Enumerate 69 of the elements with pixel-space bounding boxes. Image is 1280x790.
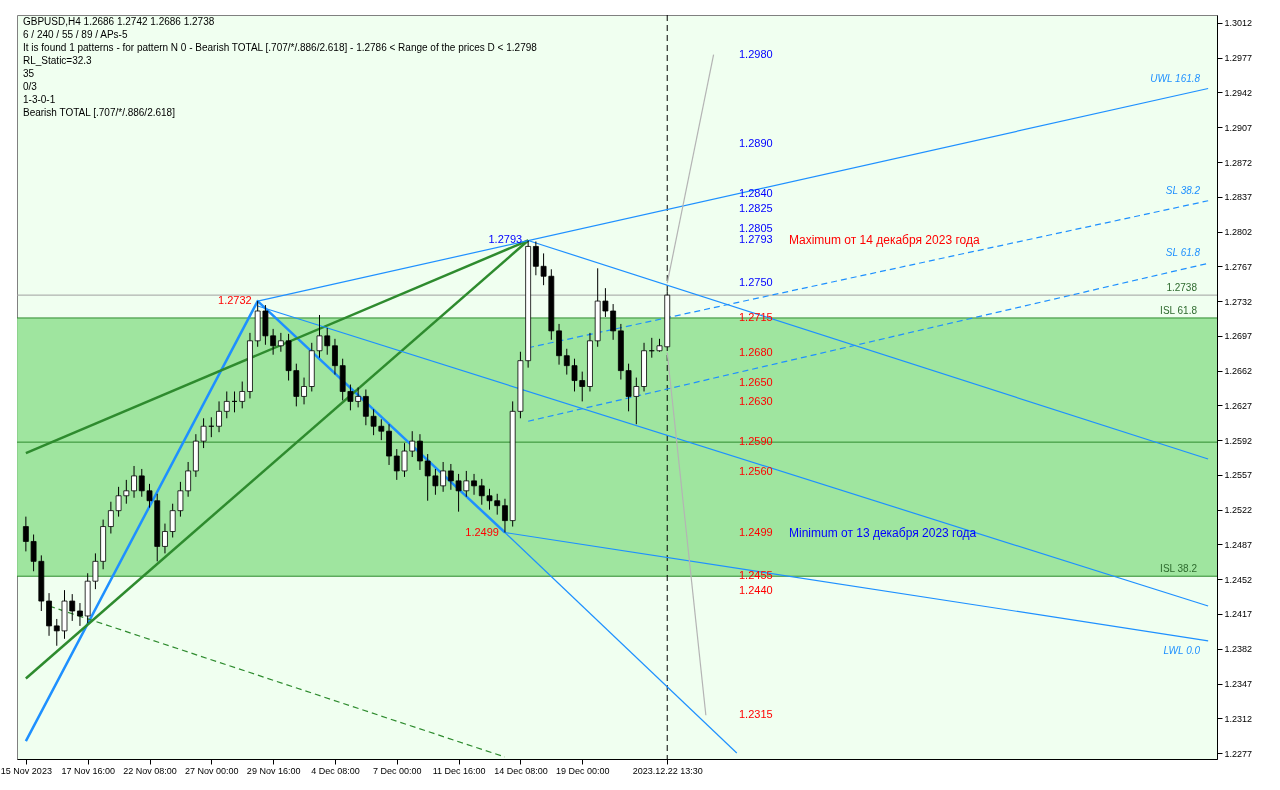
annotation: 1.2455 [739,569,773,582]
y-tick-label: 1.2732 [1224,296,1253,307]
annotation: 1.2680 [739,345,773,358]
y-tick-label: 1.2557 [1224,470,1253,481]
y-tick-label: 1.2487 [1224,539,1253,550]
annotation: 1.2732 [218,294,252,307]
annotation: 1.2315 [739,708,773,721]
y-tick-label: 1.2347 [1224,679,1253,690]
y-tick-label: 1.2452 [1224,574,1253,585]
x-tick-label: 29 Nov 16:00 [246,765,301,776]
series-label: SL 38.2 [1165,184,1201,196]
chart-title: GBPUSD,H4 1.2686 1.2742 1.2686 1.2738 [23,16,215,27]
y-tick-label: 1.2942 [1224,87,1253,98]
y-tick-label: 1.2417 [1224,609,1253,620]
y-tick-label: 1.2802 [1224,227,1253,238]
text: 6 / 240 / 55 / 89 / APs-5 [23,29,128,40]
x-tick-label: 4 Dec 08:00 [311,765,360,776]
y-tick-label: 1.2767 [1224,261,1253,272]
y-tick-label: 1.2662 [1224,366,1253,377]
annotation: 1.2650 [739,375,773,388]
annotation: 1.2499 [739,525,773,538]
annotation: 1-3-0-1 [23,94,56,105]
y-tick-label: 1.2837 [1224,192,1253,203]
y-tick-label: 1.2277 [1224,748,1253,759]
y-tick-label: 1.2697 [1224,331,1253,342]
annotation: Maximum от 14 декабря 2023 года [789,233,980,248]
annotation: 1.2825 [739,201,773,214]
annotation: 1.2440 [739,584,773,597]
ref-line-label: ISL 38.2 [1160,563,1198,575]
y-tick-label: 1.2382 [1224,644,1253,655]
annotation: 1.2805 [739,221,773,234]
ref-line-label: 1.2738 [1166,282,1198,294]
annotation: 1.2590 [739,435,773,448]
annotation: 1.2890 [739,137,773,150]
series-label: LWL 0.0 [1163,644,1201,656]
x-tick-label: 7 Dec 00:00 [373,765,422,776]
x-tick-label: 22 Nov 08:00 [123,765,177,776]
annotation: 1.2793 [488,233,523,246]
series-label: SL 61.8 [1165,247,1201,259]
annotation: 35 [23,68,35,79]
x-tick-label: 19 Dec 00:00 [555,765,610,776]
annotation: 1.2560 [739,464,773,477]
annotation: 1.2793 [739,233,773,246]
annotation: It is found 1 patterns - for pattern N 0 - Bearish TOTAL [.707/*/.886/2.618] - 1.2786 < Range of the prices D < 1.2798 [23,42,538,53]
annotation: Bearish TOTAL [.707/*/.886/2.618] [23,107,176,118]
annotation: 1.2980 [739,47,773,60]
ref-line-label: ISL 61.8 [1160,304,1198,316]
x-tick-label: 2023.12.22 13:30 [632,765,703,776]
annotation: 0/3 [23,81,38,92]
annotation: Minimum от 13 декабря 2023 года [789,525,977,540]
annotation: 1.2840 [739,186,773,199]
y-tick-label: 1.2977 [1224,53,1253,64]
x-tick-label: 27 Nov 00:00 [185,765,239,776]
y-tick-label: 1.2522 [1224,505,1253,516]
annotation: 1.2499 [465,525,499,538]
y-tick-label: 1.2312 [1224,713,1253,724]
x-tick-label: 15 Nov 2023 [0,765,52,776]
y-tick-label: 1.2907 [1224,122,1253,133]
annotation: 1.2750 [739,276,773,289]
y-tick-label: 1.2627 [1224,400,1253,411]
y-tick-label: 1.3012 [1224,18,1253,29]
annotation: 1.2630 [739,395,773,408]
annotation: RL_Static=32.3 [23,55,93,66]
x-tick-label: 11 Dec 16:00 [432,765,486,776]
y-tick-label: 1.2592 [1224,435,1253,446]
x-tick-label: 14 Dec 08:00 [494,765,548,776]
y-tick-label: 1.2872 [1224,157,1253,168]
series-label: UWL 161.8 [1150,72,1201,84]
x-tick-label: 17 Nov 16:00 [61,765,115,776]
